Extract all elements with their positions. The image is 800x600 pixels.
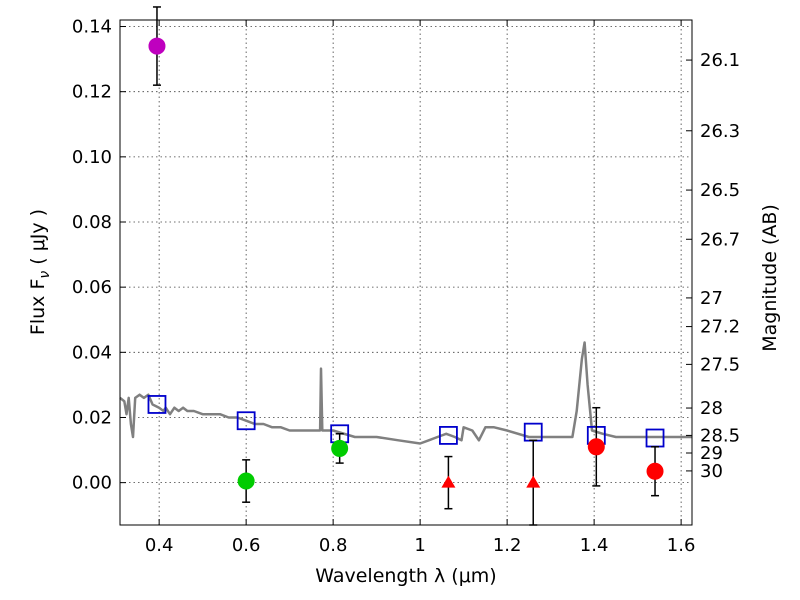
- y-tick-label: 0.00: [72, 473, 112, 494]
- mag-tick-label: 30: [700, 461, 723, 482]
- marker-layer: [147, 6, 665, 526]
- grid: [120, 20, 692, 525]
- x-axis-label: Wavelength λ (μm): [315, 565, 496, 587]
- y-axis-label: Flux Fν ( μJy ): [27, 209, 53, 335]
- sed-model-curve: [119, 341, 692, 445]
- axis-ticks: 0.4 0.6 0.8 1 1.2 1.4 1.6 0.00 0.02 0.04 0.06 0.08 0…: [72, 17, 740, 556]
- x-tick-label: 1.2: [493, 535, 522, 556]
- mag-tick-label: 29: [700, 443, 723, 464]
- mag-tick-label: 26.5: [700, 180, 740, 201]
- flux-measurement-point: [237, 472, 255, 490]
- mag-tick-label: 26.1: [700, 50, 740, 71]
- upper-limit-triangle: [526, 475, 541, 488]
- x-tick-label: 0.6: [232, 535, 261, 556]
- mag-tick-label: 26.7: [700, 229, 740, 250]
- y-axis-label-unit: ( μJy ): [27, 209, 49, 271]
- flux-measurement-point: [148, 37, 166, 55]
- flux-measurement-point: [646, 462, 664, 480]
- y-tick-label: 0.04: [72, 342, 112, 363]
- x-tick-label: 0.8: [319, 535, 348, 556]
- model-photometry-square: [439, 426, 458, 445]
- y-tick-label: 0.08: [72, 212, 112, 233]
- model-photometry-square: [147, 395, 167, 414]
- mag-tick-label: 27.2: [700, 317, 740, 338]
- flux-measurement-point: [331, 439, 349, 457]
- x-tick-label: 1.4: [580, 535, 609, 556]
- right-axis-label: Magnitude (AB): [759, 204, 781, 352]
- y-tick-label: 0.12: [72, 82, 112, 103]
- upper-limit-triangle: [441, 475, 456, 488]
- flux-measurement-point: [587, 438, 605, 456]
- y-tick-label: 0.02: [72, 407, 112, 428]
- y-axis-label-subscript: ν: [37, 271, 53, 279]
- x-tick-label: 1: [414, 535, 425, 556]
- model-photometry-square: [236, 411, 256, 431]
- mag-tick-label: 27.5: [700, 354, 740, 375]
- y-tick-label: 0.10: [72, 147, 112, 168]
- sed-curve-layer: [119, 341, 692, 445]
- x-tick-label: 0.4: [145, 535, 174, 556]
- mag-tick-label: 28: [700, 398, 723, 419]
- mag-tick-label: 27: [700, 288, 723, 309]
- plot-frame: [119, 19, 693, 526]
- y-tick-label: 0.06: [72, 277, 112, 298]
- x-tick-label: 1.6: [667, 535, 696, 556]
- mag-tick-label: 28.5: [700, 425, 740, 446]
- mag-tick-label: 26.3: [700, 121, 740, 142]
- y-tick-label: 0.14: [72, 17, 112, 38]
